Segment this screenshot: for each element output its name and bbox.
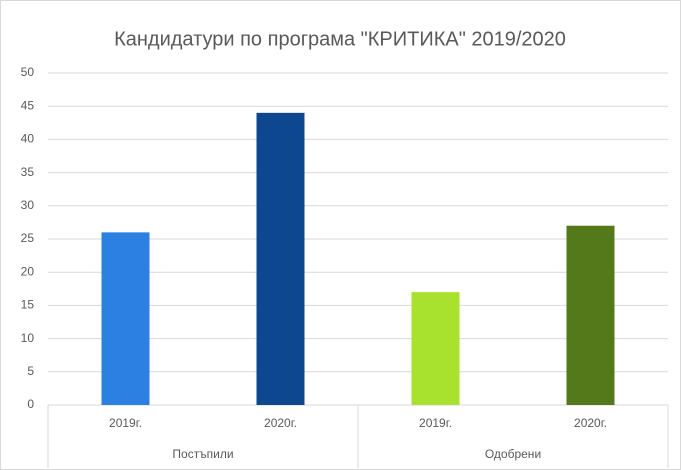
x-tick-label: 2020г. bbox=[264, 416, 297, 430]
y-tick-label: 35 bbox=[21, 165, 35, 179]
y-tick-label: 30 bbox=[21, 198, 35, 212]
y-tick-label: 15 bbox=[21, 298, 35, 312]
y-tick-label: 5 bbox=[27, 364, 34, 378]
y-tick-label: 20 bbox=[21, 264, 35, 278]
bar bbox=[101, 232, 150, 405]
y-tick-label: 45 bbox=[21, 98, 35, 112]
x-tick-label: 2019г. bbox=[109, 416, 142, 430]
x-tick-label: 2019г. bbox=[419, 416, 452, 430]
bar bbox=[566, 225, 615, 405]
y-tick-label: 0 bbox=[27, 397, 34, 411]
bar bbox=[256, 112, 305, 405]
bar bbox=[411, 292, 460, 405]
x-tick-label: 2020г. bbox=[574, 416, 607, 430]
group-label: Постъпили bbox=[172, 447, 233, 461]
y-tick-label: 50 bbox=[21, 65, 35, 79]
chart-title: Кандидатури по програма "КРИТИКА" 2019/2… bbox=[114, 28, 566, 50]
y-tick-label: 25 bbox=[21, 231, 35, 245]
y-tick-label: 10 bbox=[21, 331, 35, 345]
group-label: Одобрени bbox=[485, 447, 541, 461]
y-tick-label: 40 bbox=[21, 132, 35, 146]
